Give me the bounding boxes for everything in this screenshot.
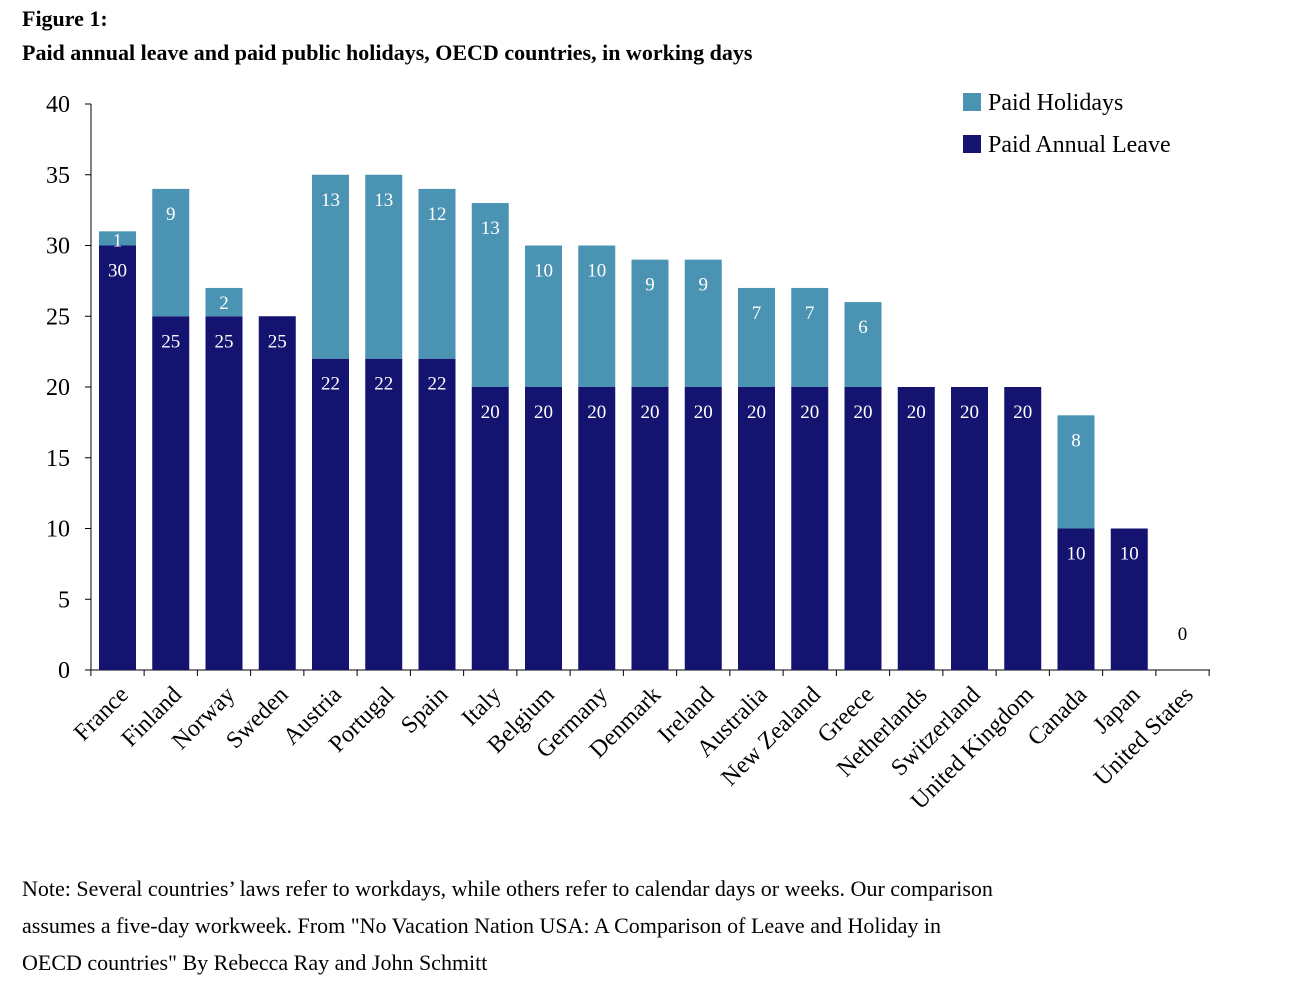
- data-label-annual-leave: 10: [1067, 544, 1086, 565]
- bar-annual-leave: [205, 316, 243, 670]
- chart-x-tick-labels: FranceFinlandNorwaySwedenAustriaPortugal…: [69, 682, 1199, 815]
- data-label-annual-leave: 20: [854, 402, 873, 423]
- bar-annual-leave: [365, 358, 403, 670]
- footnote: Note: Several countries’ laws refer to w…: [22, 870, 1292, 981]
- data-label-paid-holidays: 12: [428, 204, 447, 225]
- legend-swatch: [963, 135, 981, 153]
- y-tick-label: 5: [58, 587, 70, 613]
- bar-paid-holidays: [312, 174, 349, 359]
- bar-annual-leave: [631, 387, 669, 670]
- y-tick-label: 20: [46, 375, 70, 401]
- data-label-paid-holidays: 13: [321, 190, 340, 211]
- data-label-annual-leave: 22: [428, 374, 447, 395]
- bar-annual-leave: [312, 358, 349, 670]
- bar-annual-leave: [684, 387, 722, 670]
- bar-annual-leave: [844, 387, 882, 670]
- data-label-paid-holidays: 6: [858, 317, 868, 338]
- bar-annual-leave: [1057, 528, 1095, 670]
- data-label-annual-leave: 30: [108, 261, 127, 282]
- bar-paid-holidays: [738, 287, 775, 387]
- data-label-paid-holidays: 2: [219, 293, 229, 314]
- bar-paid-holidays: [791, 287, 829, 387]
- data-label-annual-leave: 20: [534, 402, 553, 423]
- bar-annual-leave: [152, 316, 190, 670]
- bar-paid-holidays: [631, 259, 669, 387]
- data-label-paid-holidays: 1: [113, 230, 123, 251]
- y-tick-label: 35: [46, 163, 70, 189]
- bar-paid-holidays: [525, 245, 562, 387]
- data-label-paid-holidays: 13: [374, 190, 393, 211]
- footnote-line: assumes a five-day workweek. From "No Va…: [22, 913, 941, 938]
- data-label-annual-leave: 25: [161, 331, 180, 352]
- bar-paid-holidays: [684, 259, 722, 387]
- data-label-annual-leave: 20: [481, 402, 500, 423]
- y-tick-label: 40: [46, 92, 70, 118]
- bar-annual-leave: [525, 387, 562, 670]
- bar-paid-holidays: [205, 287, 243, 317]
- bar-paid-holidays: [418, 188, 456, 359]
- data-label-paid-holidays: 10: [587, 261, 606, 282]
- data-label-annual-leave: 20: [587, 402, 606, 423]
- chart-legend: Paid Holidays Paid Annual Leave: [963, 90, 1171, 158]
- bar-annual-leave: [99, 245, 136, 670]
- bar-paid-holidays: [99, 231, 136, 246]
- x-tick-label: Spain: [396, 682, 453, 739]
- y-tick-label: 30: [46, 234, 70, 260]
- bar-paid-holidays: [844, 302, 882, 387]
- data-label-paid-holidays: 9: [166, 204, 176, 225]
- bar-annual-leave: [258, 316, 296, 670]
- data-label-annual-leave: 20: [694, 402, 713, 423]
- data-label-annual-leave: 20: [641, 402, 660, 423]
- legend-label: Paid Annual Leave: [988, 132, 1171, 158]
- x-tick-label: Canada: [1023, 682, 1093, 752]
- bar-paid-holidays: [471, 203, 509, 387]
- data-label-annual-leave: 25: [215, 331, 234, 352]
- bar-chart: 0 5 10 15 20 25 30 35 40 30 1 25 9 25 2 25 22 13 22 13 22 12…: [46, 90, 1210, 815]
- data-label-paid-holidays: 7: [805, 303, 815, 324]
- bar-annual-leave: [471, 387, 509, 670]
- y-tick-label: 0: [58, 658, 70, 684]
- data-label-annual-leave: 20: [1013, 402, 1032, 423]
- chart-data-labels: 30 1 25 9 25 2 25 22 13 22 13 22 12 20 13 20 10 20 10 20 9 20…: [108, 190, 1187, 645]
- data-label-paid-holidays: 8: [1071, 430, 1081, 451]
- data-label-annual-leave: 22: [321, 374, 340, 395]
- bar-paid-holidays: [365, 174, 403, 359]
- data-label-annual-leave: 10: [1120, 544, 1139, 565]
- figure-label: Figure 1:: [22, 6, 108, 31]
- data-label-annual-leave: 0: [1178, 624, 1188, 645]
- bar-annual-leave: [951, 387, 988, 670]
- legend-label: Paid Holidays: [988, 90, 1123, 116]
- data-label-paid-holidays: 7: [752, 303, 762, 324]
- bar-annual-leave: [1004, 387, 1042, 670]
- chart-title: Paid annual leave and paid public holida…: [22, 40, 753, 65]
- bar-annual-leave: [1110, 528, 1148, 670]
- bar-paid-holidays: [578, 245, 616, 387]
- data-label-paid-holidays: 13: [481, 218, 500, 239]
- data-label-paid-holidays: 9: [645, 275, 655, 296]
- y-tick-label: 15: [46, 446, 70, 472]
- bar-annual-leave: [791, 387, 829, 670]
- data-label-paid-holidays: 10: [534, 261, 553, 282]
- data-label-annual-leave: 25: [268, 331, 287, 352]
- footnote-line: OECD countries" By Rebecca Ray and John …: [22, 950, 488, 975]
- y-tick-label: 25: [46, 304, 70, 330]
- bar-annual-leave: [738, 387, 775, 670]
- data-label-annual-leave: 20: [747, 402, 766, 423]
- bar-paid-holidays: [1057, 415, 1095, 529]
- footnote-line: Note: Several countries’ laws refer to w…: [22, 876, 993, 901]
- data-label-annual-leave: 22: [374, 374, 393, 395]
- data-label-annual-leave: 20: [907, 402, 926, 423]
- y-tick-label: 10: [46, 517, 70, 543]
- bar-annual-leave: [418, 358, 456, 670]
- chart-bars: [99, 174, 1148, 670]
- data-label-paid-holidays: 9: [699, 275, 709, 296]
- bar-annual-leave: [897, 387, 935, 670]
- data-label-annual-leave: 20: [800, 402, 819, 423]
- legend-swatch: [963, 93, 981, 111]
- data-label-annual-leave: 20: [960, 402, 979, 423]
- bar-paid-holidays: [152, 188, 190, 317]
- bar-annual-leave: [578, 387, 616, 670]
